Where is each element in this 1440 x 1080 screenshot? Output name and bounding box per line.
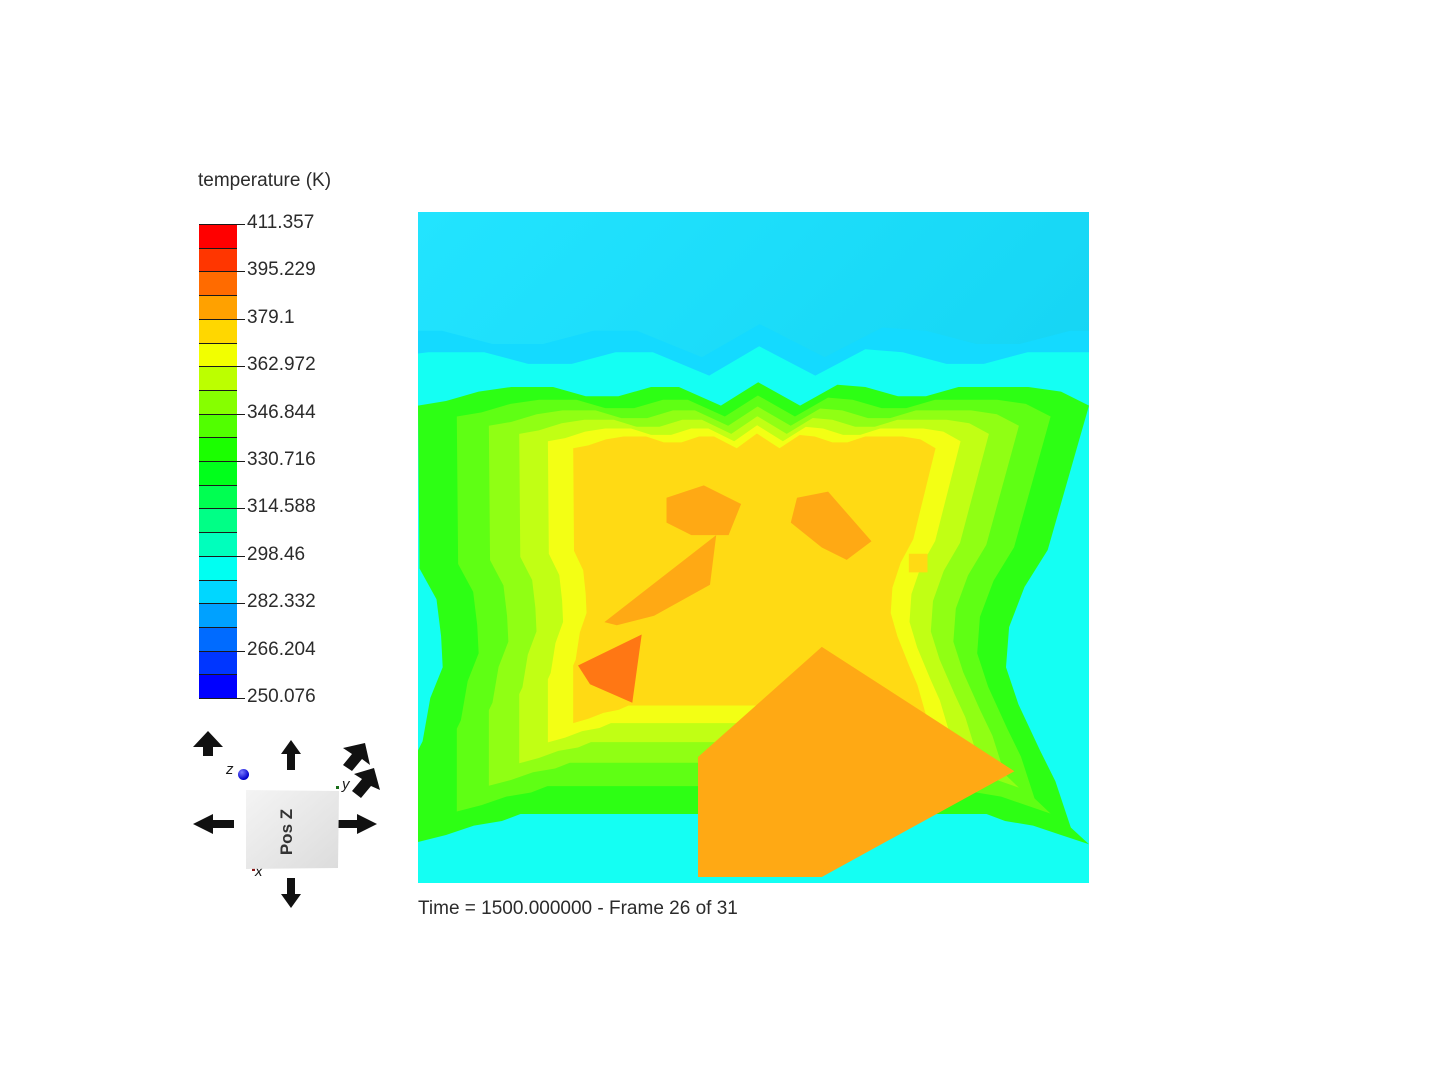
svg-text:Pos Z: Pos Z	[277, 809, 296, 855]
svg-text:z: z	[225, 761, 234, 778]
svg-text:y: y	[341, 776, 351, 793]
